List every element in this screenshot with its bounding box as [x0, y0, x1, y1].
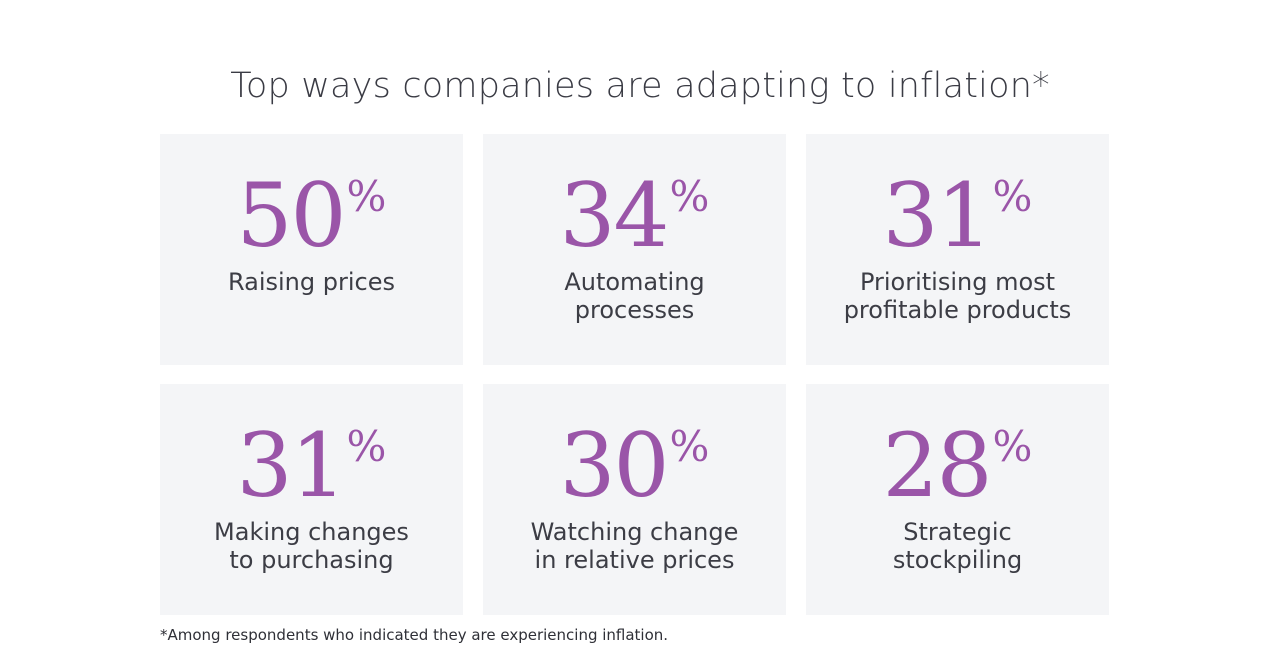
stat-card-automating-processes: 34 % Automating processes — [483, 134, 786, 365]
stat-card-prioritising-products: 31 % Prioritising most profitable produc… — [806, 134, 1109, 365]
stat-label: Watching change in relative prices — [530, 518, 739, 574]
stat-percent: % — [346, 422, 387, 471]
stat-label: Raising prices — [227, 268, 395, 296]
page-title: Top ways companies are adapting to infla… — [230, 66, 1050, 106]
stat-card-relative-prices: 30 % Watching change in relative prices — [483, 384, 786, 615]
stats-grid: 50 % Raising prices 34 % Automating proc… — [160, 134, 1109, 615]
stat-number: 34 — [559, 164, 670, 267]
stat-number: 31 — [236, 414, 347, 517]
stat-value: 28 % — [806, 420, 1109, 512]
stat-card-strategic-stockpiling: 28 % Strategic stockpiling — [806, 384, 1109, 615]
stat-label: Making changes to purchasing — [214, 518, 409, 574]
stat-label: Prioritising most profitable products — [843, 268, 1072, 324]
stat-percent: % — [669, 422, 710, 471]
stat-number: 30 — [559, 414, 670, 517]
stat-percent: % — [346, 172, 387, 221]
stat-label: Strategic stockpiling — [892, 518, 1023, 574]
footnote: *Among respondents who indicated they ar… — [160, 626, 669, 644]
stat-number: 31 — [882, 164, 993, 267]
stat-percent: % — [992, 172, 1033, 221]
stat-percent: % — [669, 172, 710, 221]
stat-value: 31 % — [160, 420, 463, 512]
stat-number: 50 — [236, 164, 347, 267]
stat-number: 28 — [882, 414, 993, 517]
stat-percent: % — [992, 422, 1033, 471]
stat-card-raising-prices: 50 % Raising prices — [160, 134, 463, 365]
stat-value: 50 % — [160, 170, 463, 262]
stat-label: Automating processes — [564, 268, 705, 324]
stat-value: 34 % — [483, 170, 786, 262]
stat-value: 31 % — [806, 170, 1109, 262]
stat-value: 30 % — [483, 420, 786, 512]
stat-card-changes-to-purchasing: 31 % Making changes to purchasing — [160, 384, 463, 615]
